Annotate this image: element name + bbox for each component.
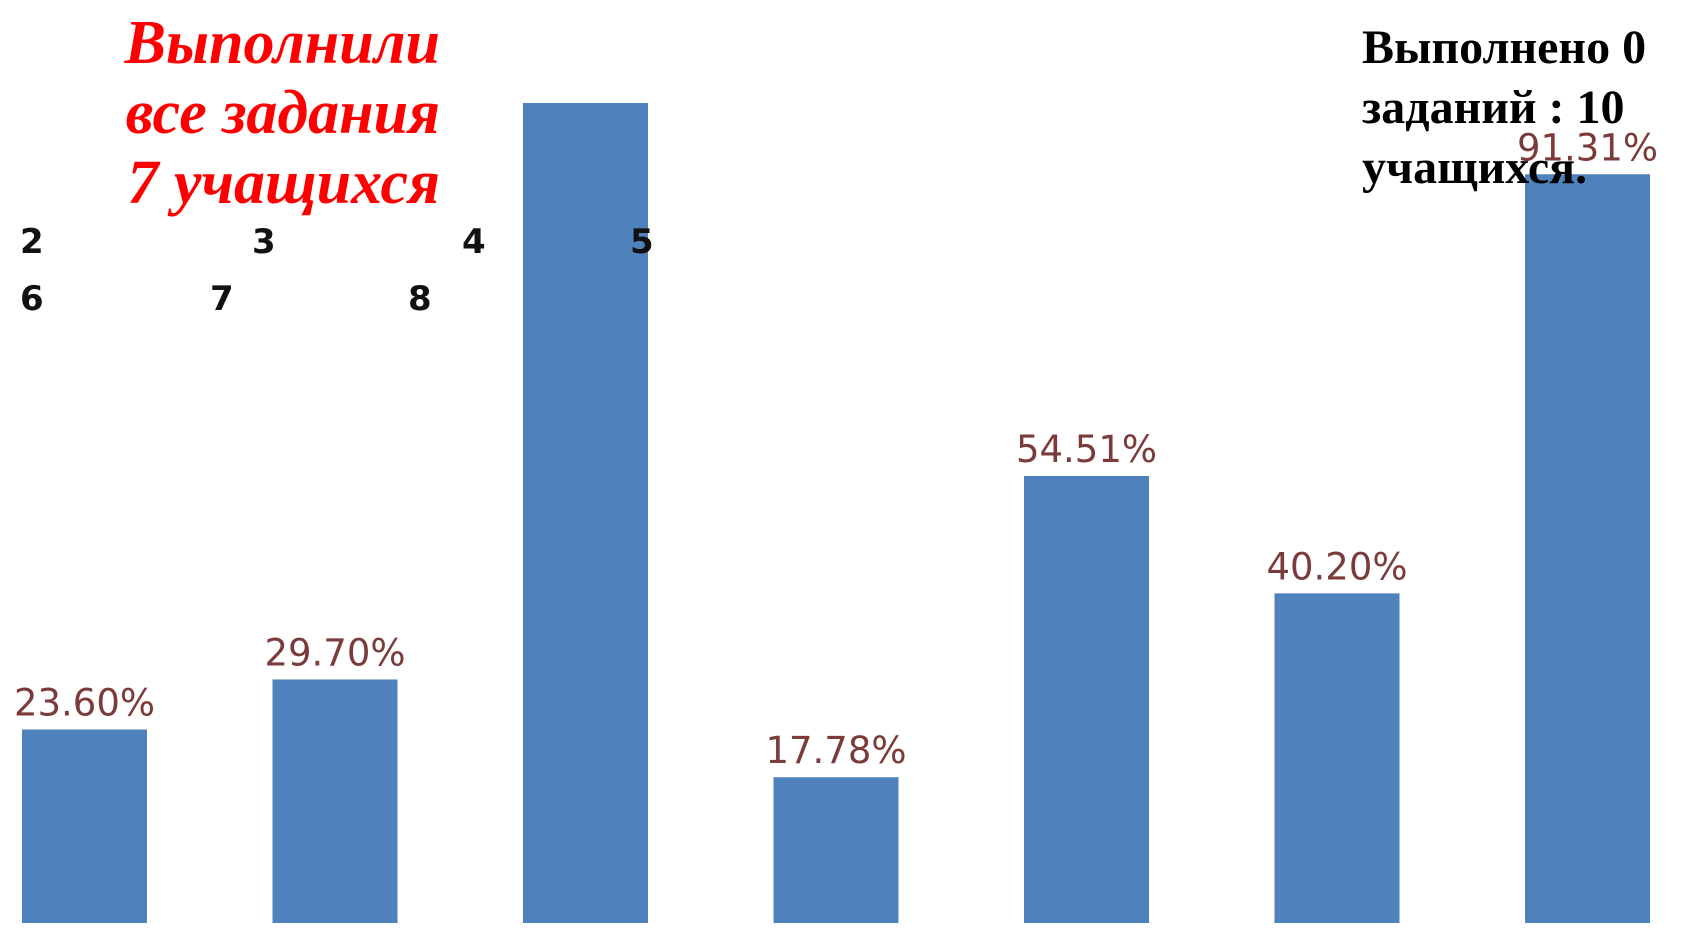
zero-tasks-note-line: заданий : 10 bbox=[1362, 81, 1625, 134]
bar bbox=[1024, 476, 1149, 923]
all-tasks-note: Выполнили все задания 7 учащихся bbox=[60, 8, 440, 218]
bar bbox=[523, 103, 648, 923]
bar bbox=[1274, 593, 1400, 923]
bar bbox=[1525, 174, 1650, 923]
bar-data-label: 23.60% bbox=[14, 681, 155, 724]
header-digit: 4 bbox=[462, 222, 486, 262]
bar-data-label: 17.78% bbox=[765, 729, 906, 772]
all-tasks-note-line: все задания bbox=[125, 79, 440, 147]
zero-tasks-note: Выполнено 0 заданий : 10 учащихся. bbox=[1362, 18, 1691, 198]
bar-data-label: 54.51% bbox=[1016, 428, 1157, 471]
bar-data-label: 29.70% bbox=[264, 631, 405, 674]
header-digit: 6 bbox=[20, 279, 44, 319]
bar bbox=[22, 729, 147, 923]
all-tasks-note-line: Выполнили bbox=[124, 9, 440, 77]
bar bbox=[272, 679, 398, 923]
header-digit: 7 bbox=[210, 279, 234, 319]
header-digit: 5 bbox=[630, 222, 654, 262]
bar-data-label: 91.31% bbox=[1517, 126, 1658, 169]
bar bbox=[773, 777, 899, 923]
all-tasks-note-line: 7 учащихся bbox=[127, 149, 440, 217]
header-digit: 8 bbox=[408, 279, 432, 319]
zero-tasks-note-line: учащихся. bbox=[1362, 141, 1588, 194]
bar-data-label: 40.20% bbox=[1266, 545, 1407, 588]
zero-tasks-note-line: Выполнено 0 bbox=[1362, 21, 1647, 74]
header-digit: 3 bbox=[252, 222, 276, 262]
header-digit: 2 bbox=[20, 222, 44, 262]
